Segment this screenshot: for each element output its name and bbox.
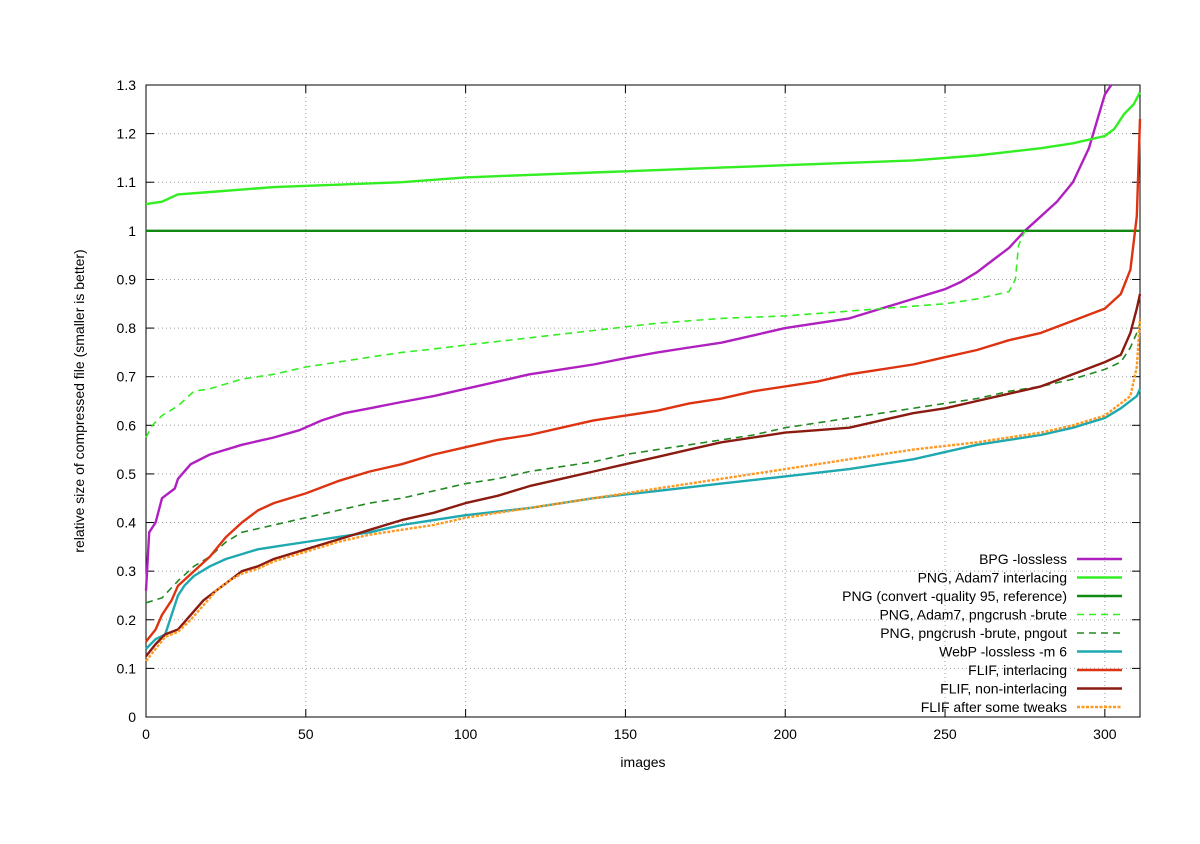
legend-label: PNG (convert -quality 95, reference) (842, 588, 1067, 604)
x-tick-label: 250 (933, 726, 957, 742)
series-lines (144, 84, 1142, 662)
legend-label: PNG, pngcrush -brute, pngout (880, 625, 1067, 641)
y-tick-label: 0.1 (117, 660, 137, 676)
y-tick-label: 0.6 (117, 417, 137, 433)
x-tick-label: 100 (454, 726, 478, 742)
legend-label: FLIF, interlacing (968, 662, 1067, 678)
legend-label: PNG, Adam7, pngcrush -brute (879, 607, 1067, 623)
series-line-1 (145, 91, 1142, 206)
legend-label: WebP -lossless -m 6 (939, 644, 1067, 660)
series-line-7 (145, 293, 1142, 657)
y-tick-label: 0.3 (117, 563, 137, 579)
legend-label: BPG -lossless (979, 551, 1067, 567)
y-axis-label: relative size of compressed file (smalle… (71, 249, 87, 552)
y-tick-label: 1.1 (117, 174, 137, 190)
legend-label: FLIF after some tweaks (921, 699, 1067, 715)
series-line-8 (145, 318, 1142, 662)
y-tick-label: 0.8 (117, 320, 137, 336)
y-tick-label: 0.4 (117, 515, 137, 531)
legend-label: PNG, Adam7 interlacing (918, 570, 1067, 586)
grid-lines (145, 84, 1140, 718)
y-tick-label: 1.2 (117, 126, 137, 142)
y-tick-label: 0.9 (117, 271, 137, 287)
y-tick-label: 0 (128, 709, 136, 725)
series-line-3 (145, 230, 1026, 438)
series-line-5 (145, 388, 1142, 650)
x-tick-label: 50 (298, 726, 314, 742)
x-tick-label: 150 (614, 726, 638, 742)
y-tick-label: 0.7 (117, 369, 137, 385)
x-tick-label: 300 (1093, 726, 1117, 742)
axis-ticks: 0 0.1 0.2 0.3 0.4 0.5 0.6 0.7 0.8 0.9 1 1.1 1.2 1.3 0 5… (117, 77, 1140, 742)
y-tick-label: 0.5 (117, 466, 137, 482)
x-tick-label: 0 (142, 726, 150, 742)
x-tick-label: 200 (774, 726, 798, 742)
legend-label: FLIF, non-interlacing (940, 681, 1067, 697)
y-tick-label: 1 (128, 223, 136, 239)
x-axis-label: images (620, 754, 665, 770)
y-tick-label: 0.2 (117, 612, 137, 628)
plot-frame (145, 84, 1141, 718)
y-tick-label: 1.3 (117, 77, 137, 93)
series-line-0 (144, 84, 1113, 591)
legend: BPG -lossless PNG, Adam7 interlacing PNG (… (842, 551, 1122, 715)
series-line-6 (145, 118, 1142, 643)
